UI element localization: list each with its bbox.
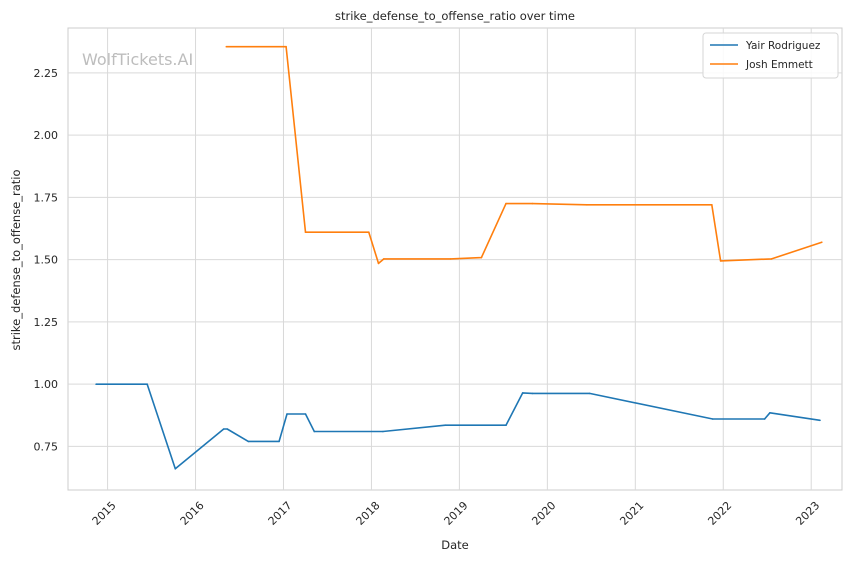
y-tick-label: 1.00 [34, 378, 59, 391]
watermark-text: WolfTickets.AI [82, 50, 193, 69]
legend-label-yair-rodriguez: Yair Rodriguez [745, 40, 821, 52]
data-point-josh-emmett [719, 260, 722, 262]
series-lines [95, 45, 823, 470]
data-point-yair-rodriguez [444, 424, 447, 427]
x-axis-ticks: 2015 2016 2017 2018 2019 2020 2021 2022 2023 [90, 499, 823, 528]
data-point-josh-emmett [821, 241, 823, 243]
data-point-yair-rodriguez [819, 419, 821, 422]
data-point-yair-rodriguez [226, 428, 228, 430]
y-tick-label: 1.25 [34, 316, 59, 329]
x-tick-label: 2019 [442, 499, 471, 528]
data-point-yair-rodriguez [304, 413, 307, 415]
y-tick-label: 2.00 [34, 129, 59, 142]
data-point-josh-emmett [711, 204, 713, 206]
data-point-yair-rodriguez [278, 440, 280, 443]
grid-lines [68, 28, 842, 490]
data-point-yair-rodriguez [286, 413, 288, 415]
y-tick-label: 2.25 [34, 67, 59, 80]
x-tick-label: 2023 [793, 499, 822, 528]
x-tick-label: 2021 [617, 499, 646, 528]
data-point-yair-rodriguez [711, 418, 714, 420]
x-tick-label: 2022 [705, 499, 734, 528]
data-point-josh-emmett [383, 258, 385, 260]
y-axis-label: strike_defense_to_offense_ratio [9, 169, 23, 350]
x-tick-label: 2016 [178, 499, 207, 528]
data-point-josh-emmett [531, 202, 534, 205]
data-point-yair-rodriguez [313, 430, 316, 433]
data-point-josh-emmett [377, 262, 380, 265]
x-tick-label: 2020 [529, 499, 558, 528]
y-tick-label: 1.50 [34, 254, 59, 267]
data-point-yair-rodriguez [382, 430, 384, 433]
data-point-josh-emmett [586, 204, 588, 206]
data-point-yair-rodriguez [174, 468, 177, 470]
data-point-yair-rodriguez [763, 418, 766, 420]
legend: Yair Rodriguez Josh Emmett [702, 32, 839, 79]
data-point-josh-emmett [770, 258, 773, 260]
data-point-josh-emmett [449, 258, 452, 260]
data-point-yair-rodriguez [247, 440, 250, 443]
data-point-yair-rodriguez [521, 392, 524, 394]
data-point-yair-rodriguez [531, 392, 534, 395]
data-point-josh-emmett [285, 45, 287, 48]
x-tick-label: 2018 [354, 499, 383, 528]
data-point-josh-emmett [304, 231, 307, 233]
y-axis-ticks: 0.75 1.00 1.25 1.50 1.75 2.00 2.25 [34, 67, 59, 454]
x-axis-label: Date [441, 538, 469, 552]
y-tick-label: 1.75 [34, 191, 59, 204]
data-point-yair-rodriguez [769, 412, 771, 414]
y-tick-label: 0.75 [34, 440, 59, 453]
x-tick-label: 2017 [266, 499, 295, 528]
legend-label-josh-emmett: Josh Emmett [745, 59, 813, 71]
data-point-yair-rodriguez [222, 428, 225, 430]
data-point-josh-emmett [225, 45, 228, 48]
x-tick-label: 2015 [90, 499, 119, 528]
data-point-josh-emmett [480, 256, 483, 259]
data-point-josh-emmett [368, 231, 370, 233]
data-point-yair-rodriguez [146, 383, 148, 386]
chart-title: strike_defense_to_offense_ratio over tim… [335, 9, 575, 23]
data-point-yair-rodriguez [95, 383, 97, 386]
data-point-josh-emmett [505, 202, 507, 205]
data-point-yair-rodriguez [588, 392, 591, 395]
data-point-yair-rodriguez [505, 424, 507, 427]
